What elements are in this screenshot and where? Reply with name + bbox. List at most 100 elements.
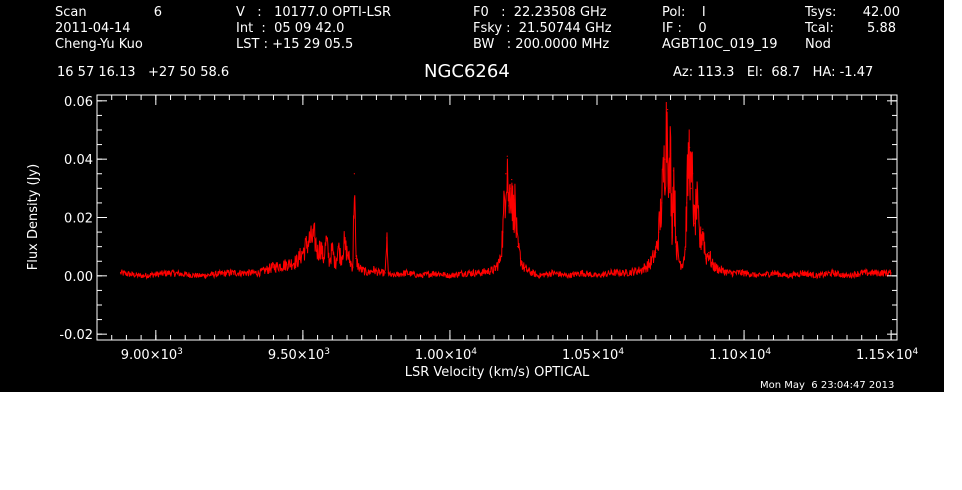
spectrum-plot: 9.00×103 9.50×103 1.00×104 1.05×104 1.10×104… [26, 94, 918, 380]
spectrum-point [816, 275, 819, 277]
tcal-label: Tcal: [805, 21, 834, 36]
spectrum-point [708, 251, 710, 254]
tcal-value: 5.88 [867, 21, 896, 36]
spectrum-point [434, 272, 436, 274]
spectrum-point [675, 246, 678, 248]
project-id: AGBT10C_019_19 [662, 37, 778, 52]
spectrum-point [714, 266, 716, 268]
spectrum-point [711, 263, 713, 265]
x-tick-label: 1.10×104 [709, 347, 771, 363]
spectrum-point [690, 187, 692, 189]
spectrum-point [272, 266, 275, 268]
spectrum-point [552, 272, 554, 274]
spectrum-point [611, 272, 613, 274]
y-axis-label: Flux Density (Jy) [26, 164, 41, 270]
sky-frequency-readout: Fsky : 21.50744 GHz [473, 21, 612, 36]
spectrum-point [728, 272, 730, 274]
spectrum-point [758, 275, 760, 277]
velocity-readout: V : 10177.0 OPTI-LSR [236, 5, 392, 20]
spectrum-point [664, 158, 666, 160]
spectrum-point [334, 263, 336, 265]
spectrum-point [691, 173, 694, 175]
spectrum-point [512, 216, 514, 219]
spectrum-point [464, 272, 466, 274]
spectrum-point [655, 251, 657, 254]
y-tick-label: 0.04 [64, 153, 93, 168]
spectrum-point [661, 202, 663, 204]
spectrum-point [199, 275, 201, 277]
observer-name: Cheng-Yu Kuo [55, 37, 143, 52]
x-tick-label: 9.00×103 [121, 347, 183, 363]
spectrum-point [328, 260, 330, 262]
spectrum-point [537, 275, 539, 277]
plot-frame [96, 94, 898, 341]
spectrum-point [686, 202, 688, 204]
observing-mode: Nod [805, 37, 831, 52]
plot-timestamp: Mon May 6 23:04:47 2013 [760, 380, 895, 391]
x-tick-label: 1.05×104 [562, 347, 624, 363]
spectrum-point [449, 275, 451, 277]
spectrum-point [319, 246, 322, 248]
polarization-readout: Pol: I [662, 5, 706, 20]
spectrum-point [390, 275, 392, 277]
scan-label: Scan [55, 5, 87, 20]
spectrum-point [693, 222, 695, 224]
spectrum-point [511, 178, 513, 181]
spectrum-point [308, 240, 310, 242]
spectrum-point [352, 266, 354, 268]
spectrum-point [386, 237, 388, 239]
source-name: NGC6264 [424, 61, 510, 82]
spectrum-point [119, 272, 122, 274]
spectrum-point [743, 272, 745, 274]
spectrum-point [228, 272, 230, 274]
spectrum-point [802, 272, 804, 274]
axes [96, 94, 898, 341]
spectrum-point [522, 266, 525, 268]
spectrum-point [322, 257, 325, 259]
spectrum-point [890, 272, 892, 274]
spectrum-point [672, 170, 675, 172]
spectrum-point [296, 260, 298, 262]
y-tick-label: -0.02 [59, 328, 93, 343]
spectrum-point [419, 275, 422, 277]
spectrum-point [508, 205, 510, 207]
integration-time-readout: Int : 05 09 42.0 [236, 21, 345, 36]
spectrum-point [493, 269, 495, 271]
spectrum-point [516, 246, 519, 248]
spectrum-point [287, 263, 289, 265]
spectrum-point [514, 199, 516, 201]
spectrum-point [649, 263, 651, 265]
spectrum-point [625, 272, 628, 274]
spectrum-point [668, 187, 670, 189]
x-axis-label: LSR Velocity (km/s) OPTICAL [405, 365, 590, 380]
obs-date: 2011-04-14 [55, 21, 131, 36]
az-el-ha-readout: Az: 113.3 El: 68.7 HA: -1.47 [673, 65, 874, 80]
spectrum-point [372, 269, 375, 271]
spectrum-line [120, 101, 892, 280]
spectrum-point [719, 269, 722, 271]
plot-panel: Scan 6 2011-04-14 Cheng-Yu Kuo V : 10177… [0, 0, 944, 392]
spectrum-point [358, 266, 360, 268]
y-tick-label: 0.06 [64, 95, 93, 110]
x-tick-label: 1.15×104 [856, 347, 918, 363]
bandwidth-readout: BW : 200.0000 MHz [473, 37, 610, 52]
spectrum-point [506, 155, 508, 157]
x-tick-label: 9.50×103 [268, 347, 330, 363]
spectrum-point [669, 152, 672, 154]
spectrum-point [846, 275, 848, 277]
source-coordinates: 16 57 16.13 +27 50 58.6 [57, 65, 230, 80]
spectrum-point [696, 205, 698, 207]
spectrum-point [387, 272, 389, 274]
spectrum-point [346, 251, 348, 254]
tsys-value: 42.00 [862, 5, 900, 20]
spectrum-point [640, 269, 642, 271]
x-ticks: 9.00×103 9.50×103 1.00×104 1.05×104 1.10×104… [111, 95, 918, 363]
spectrum-point [337, 246, 339, 248]
spectrum-point [681, 263, 683, 265]
spectrum-point [861, 272, 863, 274]
y-ticks: -0.02 0.00 0.02 0.04 0.06 [59, 95, 897, 343]
spectrum-point [658, 231, 660, 233]
spectrum-point [581, 272, 583, 274]
spectrum-point [478, 272, 480, 274]
spectrum-trace [119, 101, 892, 280]
